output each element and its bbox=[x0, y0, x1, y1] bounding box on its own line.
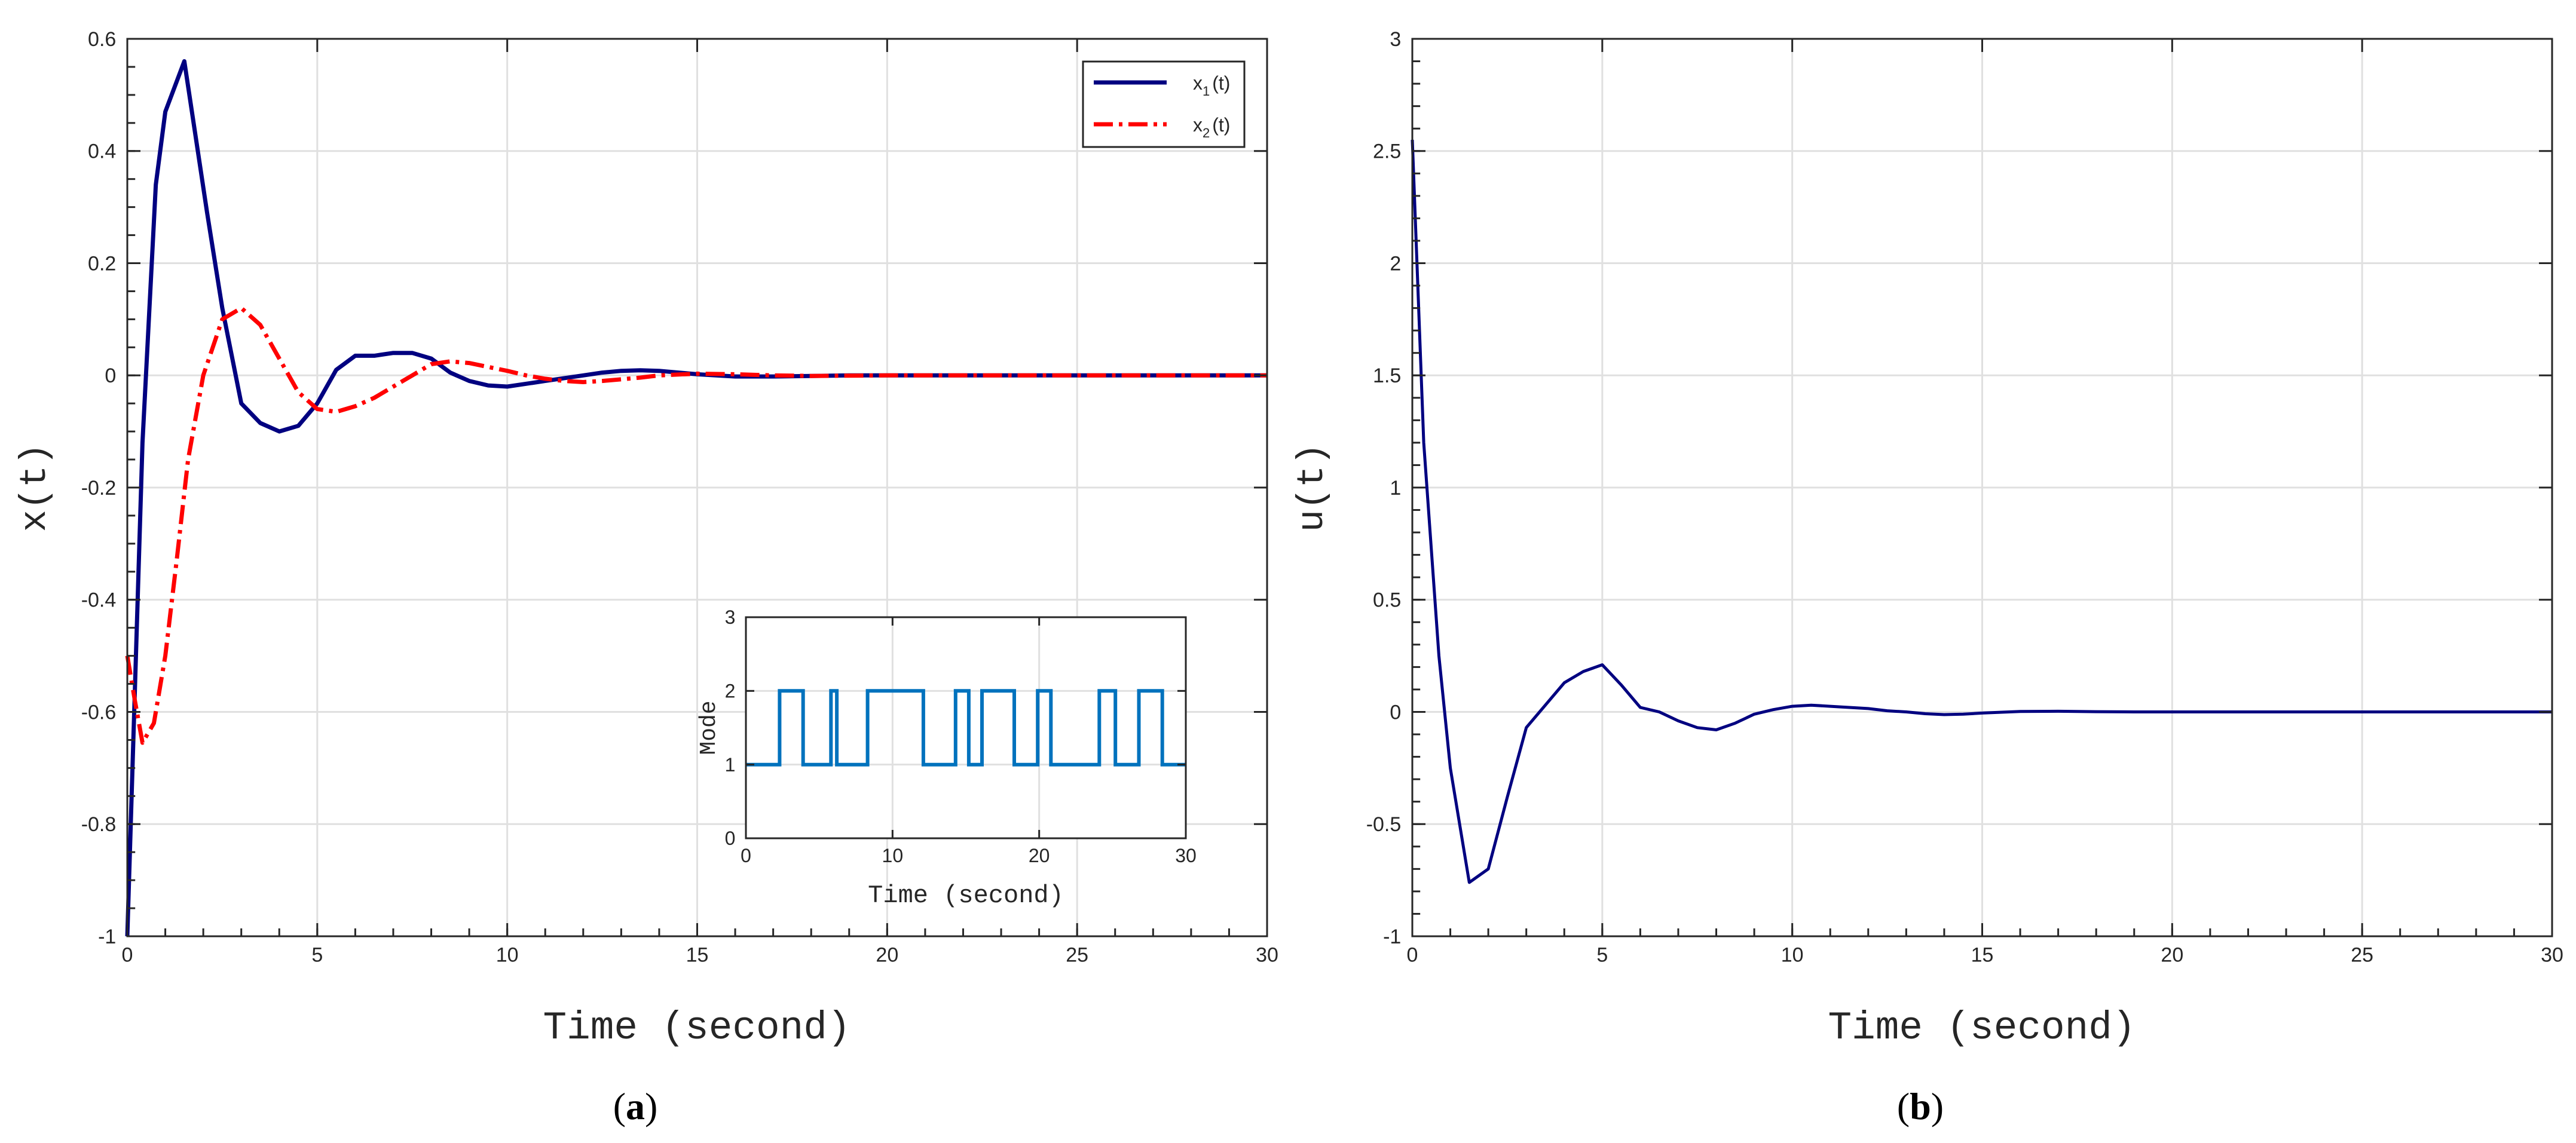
panel-a-y-tick-label: -1 bbox=[98, 926, 116, 948]
panel-b-series-layer bbox=[1411, 139, 2552, 884]
panel-a-series-layer bbox=[125, 59, 1267, 937]
panel-b-x-axis-label: Time (second) bbox=[1828, 1006, 2136, 1050]
panel-a-y-tick-label: -0.4 bbox=[81, 589, 117, 612]
caption-b-close: ) bbox=[1931, 1085, 1944, 1127]
panel-a-x-tick-label: 25 bbox=[1066, 944, 1088, 967]
panel-a-x-tick-label: 15 bbox=[686, 944, 709, 967]
caption-a-open: ( bbox=[613, 1085, 626, 1127]
panel-b-y-tick-label: 1 bbox=[1390, 477, 1401, 500]
panel-b-y-tick-label: 1.5 bbox=[1373, 364, 1401, 387]
panel-a-y-tick-label: -0.2 bbox=[81, 477, 117, 500]
panel-a-y-tick-label: 0.2 bbox=[88, 252, 116, 275]
panel-a-x-tick-label: 0 bbox=[122, 944, 133, 967]
panel-b-x-tick-label: 25 bbox=[2351, 944, 2373, 967]
panel-a-y-tick-label: 0 bbox=[105, 364, 116, 387]
inset-y-axis-label: Mode bbox=[696, 700, 722, 755]
legend-x2-main: x bbox=[1193, 114, 1203, 136]
panel-b-x-tick-label: 30 bbox=[2541, 944, 2563, 967]
inset-frame bbox=[745, 616, 1187, 839]
caption-a-close: ) bbox=[645, 1085, 657, 1127]
panel-b-chart: 0 5 10 15 20 25 30 -1 -0.5 0 0.5 1 1.5 2 2.5 3 Time (se… bbox=[1291, 28, 2563, 1127]
series-line-u bbox=[1411, 139, 2552, 884]
legend-x1-sub: 1 bbox=[1203, 84, 1210, 99]
panel-b-y-tick-label: 0 bbox=[1390, 701, 1401, 724]
panel-a-chart: 0 5 10 15 20 25 30-1-0.8-0.6-0.4-0.200.20.40.6… bbox=[14, 28, 1278, 1127]
legend-x2-tail: (t) bbox=[1212, 114, 1230, 136]
panel-a-y-tick-label: 0.4 bbox=[88, 140, 116, 163]
legend-x1-tail: (t) bbox=[1212, 72, 1230, 94]
panel-b-x-tick-label: 10 bbox=[1781, 944, 1804, 967]
legend-x1-main: x bbox=[1193, 72, 1203, 94]
panel-a-y-axis-label: x(t) bbox=[14, 443, 56, 532]
inset-x-tick-label: 30 bbox=[1175, 845, 1197, 866]
panel-a-y-tick-label: -0.8 bbox=[81, 813, 117, 836]
panel-a-y-tick-label: 0.6 bbox=[88, 28, 116, 51]
inset-axis-ticks: 0 10 20 30 0 1 2 3 bbox=[725, 606, 1197, 866]
panel-b-y-tick-label: -0.5 bbox=[1366, 813, 1402, 836]
panel-b-gridlines bbox=[1412, 39, 2552, 936]
panel-b-y-tick-label: 3 bbox=[1390, 28, 1401, 51]
inset-y-tick-label: 0 bbox=[725, 828, 736, 849]
legend-label-x2: x2 (t) bbox=[1193, 114, 1230, 140]
panel-a-x-tick-label: 5 bbox=[311, 944, 323, 967]
panel-a-legend: x1 (t) x2 (t) bbox=[1082, 60, 1246, 148]
legend-label-x1: x1 (t) bbox=[1193, 72, 1230, 99]
panel-a-x-tick-label: 30 bbox=[1256, 944, 1278, 967]
inset-x-tick-label: 10 bbox=[882, 845, 904, 866]
inset-y-tick-label: 1 bbox=[725, 754, 736, 776]
inset-y-tick-label: 3 bbox=[725, 606, 736, 628]
inset-series-layer bbox=[746, 689, 1186, 767]
panel-b-y-tick-label: 2.5 bbox=[1373, 140, 1401, 163]
inset-x-axis-label: Time (second) bbox=[868, 881, 1064, 910]
panel-b-x-tick-label: 20 bbox=[2161, 944, 2183, 967]
panel-a-caption: (a) bbox=[613, 1085, 658, 1127]
inset-x-tick-label: 20 bbox=[1029, 845, 1050, 866]
panel-a-x-axis-label: Time (second) bbox=[543, 1006, 851, 1050]
caption-b-open: ( bbox=[1897, 1085, 1910, 1127]
legend-box bbox=[1082, 60, 1246, 148]
panel-b-y-axis-label: u(t) bbox=[1291, 443, 1333, 532]
panel-a-x-tick-label: 20 bbox=[876, 944, 898, 967]
panel-b-axis-ticks: 0 5 10 15 20 25 30 -1 -0.5 0 0.5 1 1.5 2 2.5 3 bbox=[1366, 28, 2563, 967]
caption-a-letter: a bbox=[626, 1085, 645, 1127]
panel-b-x-tick-label: 5 bbox=[1596, 944, 1608, 967]
panel-a-axis-ticks: 0 5 10 15 20 25 30-1-0.8-0.6-0.4-0.200.20.40.6 bbox=[81, 28, 1278, 967]
inset-background bbox=[746, 617, 1186, 838]
series-line-x2 bbox=[125, 306, 1267, 745]
panel-b-x-tick-label: 0 bbox=[1407, 944, 1418, 967]
panel-a-y-tick-label: -0.6 bbox=[81, 701, 117, 724]
panel-a-x-tick-label: 10 bbox=[496, 944, 519, 967]
caption-b-letter: b bbox=[1910, 1085, 1931, 1127]
panel-b-x-tick-label: 15 bbox=[1971, 944, 1994, 967]
inset-mode-line bbox=[746, 689, 1186, 767]
panel-b-y-tick-label: 2 bbox=[1390, 252, 1401, 275]
panel-b-y-tick-label: -1 bbox=[1383, 926, 1401, 948]
inset-x-tick-label: 0 bbox=[741, 845, 751, 866]
panel-a-mode-inset: 0 10 20 30 0 1 2 3 Time (second) Mode bbox=[696, 606, 1197, 910]
inset-y-tick-label: 2 bbox=[725, 681, 736, 702]
panel-b-y-tick-label: 0.5 bbox=[1373, 589, 1401, 612]
panel-b-caption: (b) bbox=[1897, 1085, 1944, 1127]
legend-x2-sub: 2 bbox=[1203, 125, 1210, 140]
